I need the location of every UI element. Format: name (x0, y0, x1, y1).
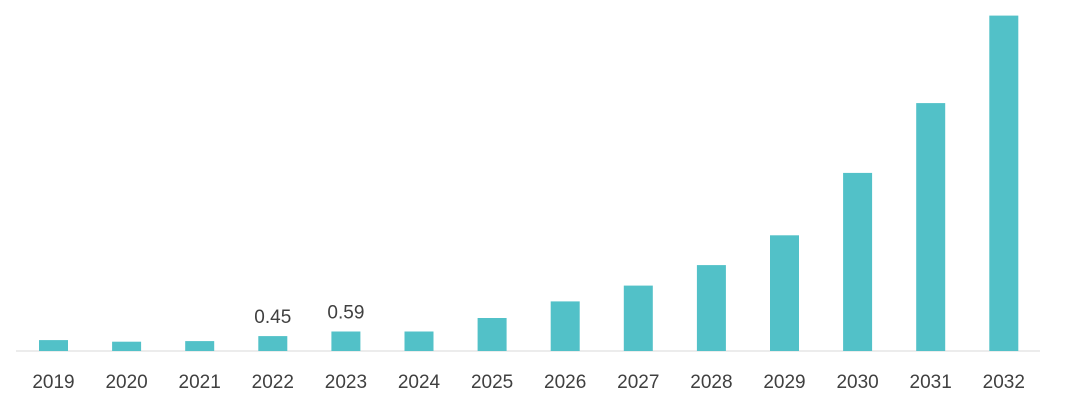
x-tick-label-2019: 2019 (32, 372, 74, 393)
bar-2023 (331, 331, 361, 351)
x-tick-label-2021: 2021 (179, 372, 221, 393)
x-tick-label-2026: 2026 (544, 372, 586, 393)
x-tick-label-2022: 2022 (252, 372, 294, 393)
x-tick-group: 2019 2020 2021 2022 2023 2024 2025 2026 2027 2028… (32, 372, 1025, 393)
data-label-2023: 0.59 (327, 303, 364, 324)
x-tick-label-2031: 2031 (910, 372, 952, 393)
x-tick-label-2032: 2032 (983, 372, 1025, 393)
bar-2032 (989, 15, 1019, 351)
bar-2022 (258, 336, 288, 351)
x-tick-label-2030: 2030 (836, 372, 878, 393)
bar-group (39, 15, 1019, 351)
x-tick-label-2023: 2023 (325, 372, 367, 393)
x-tick-label-2029: 2029 (763, 372, 805, 393)
x-tick-label-2027: 2027 (617, 372, 659, 393)
bar-2024 (404, 331, 434, 351)
bar-2026 (550, 301, 580, 351)
x-tick-label-2024: 2024 (398, 372, 441, 393)
bar-2021 (185, 341, 215, 351)
bar-2031 (916, 103, 946, 351)
bar-2020 (112, 341, 142, 351)
x-tick-label-2020: 2020 (105, 372, 147, 393)
bar-2025 (477, 318, 507, 351)
bar-2028 (696, 265, 726, 351)
x-tick-label-2028: 2028 (690, 372, 732, 393)
bar-2029 (770, 235, 799, 351)
bar-2027 (623, 285, 653, 351)
x-tick-label-2025: 2025 (471, 372, 513, 393)
data-label-2022: 0.45 (254, 307, 291, 328)
bar-2030 (843, 172, 873, 351)
bar-2019 (39, 340, 68, 351)
data-label-group: 0.45 0.59 (254, 303, 364, 329)
